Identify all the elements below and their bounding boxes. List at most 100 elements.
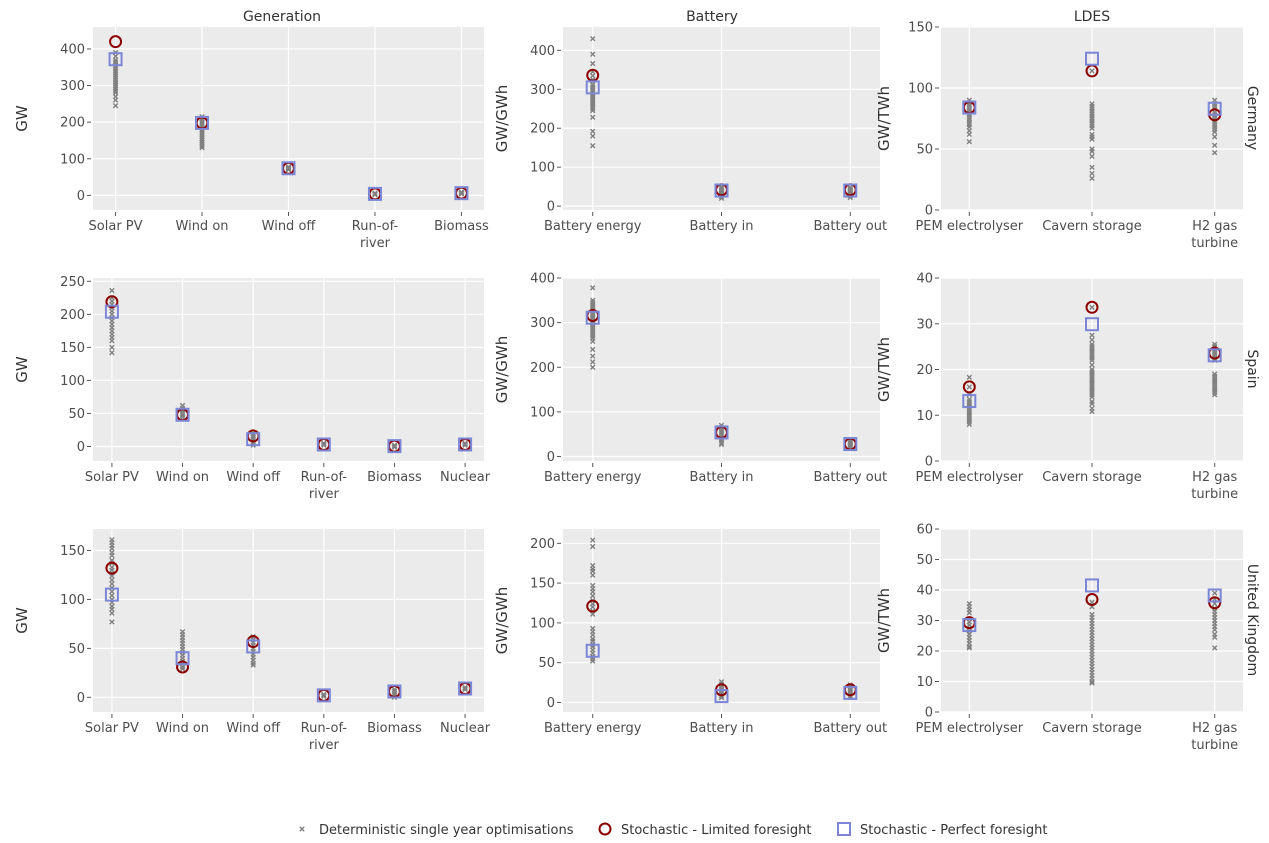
x-tick-label: PEM electrolyser: [915, 470, 1023, 485]
x-tick-label: Wind on: [176, 219, 229, 234]
point-perfect-foresight: [104, 587, 119, 602]
y-axis-title: GW/GWh: [493, 336, 511, 403]
y-tick-label: 250: [60, 275, 85, 290]
point-limited-foresight: [962, 380, 976, 394]
x-tick-label: Cavern storage: [1042, 721, 1142, 736]
point-perfect-foresight: [1085, 317, 1099, 332]
point-limited-foresight: [1085, 592, 1099, 606]
y-tick-label: 20: [916, 363, 933, 378]
point-deterministic: [1211, 590, 1218, 596]
y-tick-label: 0: [77, 189, 85, 204]
point-deterministic: [109, 338, 115, 344]
x-tick-label: Wind on: [156, 470, 209, 485]
point-deterministic: [109, 344, 115, 351]
point-perfect-foresight: [108, 52, 123, 67]
y-tick-label: 0: [547, 450, 555, 465]
point-deterministic: [1089, 357, 1095, 364]
row-title-spain: Spain: [1244, 349, 1260, 388]
y-tick-label: 10: [916, 409, 933, 424]
legend-label-deterministic: Deterministic single year optimisations: [319, 823, 574, 838]
point-deterministic: [1211, 134, 1218, 140]
x-tick-label: Biomass: [367, 721, 422, 736]
panel-germany-battery: 0 100 200 300 400 Battery energy Battery in Bat…: [493, 27, 887, 234]
point-limited-foresight: [586, 599, 600, 613]
point-deterministic: [321, 442, 327, 448]
point-deterministic: [109, 619, 115, 625]
panel-united-kingdom-ldes: 0 10 20 30 40 50 60 PEM electrolyser Cavern stor…: [875, 523, 1243, 753]
panel-germany-generation: 0 100 200 300 400 Solar PV Wind on Wind off Run-…: [13, 27, 489, 251]
point-deterministic: [1089, 337, 1095, 343]
x-tick-label: Biomass: [367, 470, 422, 485]
y-tick-label: 50: [68, 407, 85, 422]
legend-item-perfect-foresight[interactable]: Stochastic - Perfect foresight: [837, 822, 1047, 838]
point-deterministic: [1089, 68, 1095, 74]
point-deterministic: [1089, 678, 1095, 685]
open-square-icon: [837, 822, 851, 836]
point-deterministic: [966, 643, 973, 650]
x-tick-label: H2 gas turbine: [1191, 219, 1238, 251]
x-tick-label: Nuclear: [440, 470, 491, 485]
y-tick-label: 0: [77, 440, 85, 455]
y-tick-label: 40: [916, 272, 933, 287]
point-limited-foresight: [105, 561, 119, 575]
y-tick-label: 0: [925, 204, 933, 219]
point-deterministic: [109, 287, 115, 294]
y-tick-label: 50: [916, 143, 933, 158]
row-title-united-kingdom: United Kingdom: [1244, 564, 1260, 676]
column-title-generation: Generation: [243, 9, 321, 25]
panel-background: [93, 278, 484, 461]
point-deterministic: [1211, 391, 1218, 398]
y-tick-label: 0: [77, 691, 85, 706]
legend-item-limited-foresight[interactable]: Stochastic - Limited foresight: [598, 822, 812, 838]
point-deterministic: [590, 108, 596, 114]
point-deterministic: [462, 442, 468, 448]
point-perfect-foresight: [367, 186, 382, 201]
x-tick-label: Battery in: [689, 470, 753, 485]
x-tick-label: Wind off: [262, 219, 317, 234]
point-perfect-foresight: [246, 639, 261, 654]
point-perfect-foresight: [962, 394, 977, 409]
x-tick-label: Battery in: [689, 219, 753, 234]
y-tick-label: 0: [925, 706, 933, 721]
point-deterministic: [590, 632, 596, 638]
x-tick-label: Battery energy: [544, 470, 642, 485]
point-deterministic: [966, 138, 973, 145]
point-perfect-foresight: [1207, 101, 1222, 116]
x-marker-icon: [299, 826, 305, 832]
y-tick-label: 0: [925, 455, 933, 470]
point-perfect-foresight: [104, 304, 119, 319]
y-tick-label: 200: [60, 116, 85, 131]
point-deterministic: [590, 143, 596, 149]
y-tick-label: 150: [530, 577, 555, 592]
column-title-ldes: LDES: [1074, 9, 1110, 25]
legend: Deterministic single year optimisations …: [299, 822, 1047, 838]
open-circle-icon: [598, 822, 612, 836]
y-tick-label: 40: [916, 584, 933, 599]
point-perfect-foresight: [175, 651, 190, 666]
point-limited-foresight: [105, 295, 119, 309]
point-perfect-foresight: [454, 186, 469, 201]
x-tick-label: Solar PV: [85, 721, 139, 736]
point-deterministic: [590, 128, 596, 135]
x-tick-label: PEM electrolyser: [915, 219, 1023, 234]
point-perfect-foresight: [1207, 588, 1222, 603]
point-deterministic: [1089, 408, 1095, 415]
x-tick-label: Battery in: [689, 721, 753, 736]
point-perfect-foresight: [175, 407, 190, 422]
y-tick-label: 300: [530, 83, 555, 98]
legend-item-deterministic[interactable]: Deterministic single year optimisations: [299, 823, 574, 838]
y-axis-title: GW/GWh: [493, 85, 511, 152]
x-tick-label: H2 gas turbine: [1191, 470, 1238, 502]
y-axis-title: GW/TWh: [875, 86, 893, 151]
y-tick-label: 200: [530, 122, 555, 137]
point-perfect-foresight: [962, 618, 977, 633]
point-deterministic: [1089, 362, 1095, 368]
point-deterministic: [112, 88, 119, 94]
point-perfect-foresight: [387, 439, 402, 454]
point-deterministic: [590, 604, 596, 610]
point-deterministic: [966, 131, 973, 138]
y-tick-label: 100: [60, 374, 85, 389]
x-tick-label: Cavern storage: [1042, 470, 1142, 485]
